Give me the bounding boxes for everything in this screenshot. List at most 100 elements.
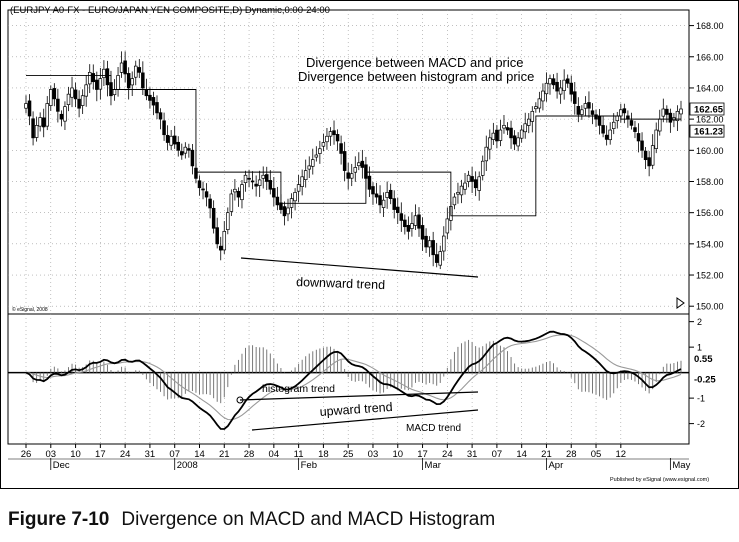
candle-body <box>654 129 658 149</box>
candle-body <box>134 65 138 78</box>
candle-body <box>148 94 152 101</box>
candle-body <box>187 148 191 151</box>
esignal-watermark: © eSignal, 2008 <box>12 306 48 313</box>
candle-body <box>141 72 145 89</box>
annotation-macd-trend: MACD trend <box>406 423 461 434</box>
candle-body <box>268 180 273 190</box>
candle-body <box>84 84 88 97</box>
month-label: Mar <box>425 460 441 471</box>
candle-body <box>52 88 57 100</box>
date-tick-label: 07 <box>169 449 180 460</box>
price-tick-label: 156.00 <box>696 208 724 218</box>
month-label: Dec <box>53 460 70 471</box>
candle-body <box>240 184 244 201</box>
candle-body <box>112 89 117 96</box>
candle-body <box>619 109 623 117</box>
candle-body <box>583 103 588 109</box>
date-tick-label: 24 <box>442 449 453 460</box>
candle-body <box>254 183 258 187</box>
candle-body <box>565 78 570 84</box>
date-tick-label: 26 <box>21 449 32 460</box>
candle-body <box>123 60 127 75</box>
candle-body <box>413 215 418 226</box>
candle-body <box>303 170 308 181</box>
candle-body <box>403 219 407 228</box>
price-tick-label: 158.00 <box>696 177 724 187</box>
candle-body <box>130 78 134 86</box>
date-axis: 26 03 10 17 24 31 07 14 21 28 04 11 18 25 03 10 17 24 31 07… <box>8 444 691 471</box>
candle-body <box>172 135 177 145</box>
candle-body <box>314 154 319 158</box>
candle-body <box>236 190 241 198</box>
price-value-box <box>689 124 725 138</box>
date-tick-label: 05 <box>591 449 602 460</box>
candle-body <box>335 134 340 142</box>
candle-body <box>49 89 53 106</box>
chart-border <box>0 0 739 489</box>
candle-body <box>342 151 347 171</box>
candle-body <box>155 102 159 114</box>
candle-body <box>95 79 99 90</box>
candle-body <box>434 254 439 263</box>
date-tick-label: 18 <box>318 449 329 460</box>
candle-body <box>512 135 517 145</box>
candle-body <box>66 93 71 106</box>
candle-body <box>519 129 524 139</box>
candle-body <box>516 137 520 147</box>
candle-body <box>63 106 67 122</box>
candle-body <box>576 105 581 115</box>
candle-body <box>233 188 237 193</box>
candle-body <box>360 160 365 168</box>
candle-body <box>640 140 644 151</box>
candle-body <box>126 73 131 89</box>
candle-body <box>452 196 457 206</box>
candle-body <box>473 179 478 189</box>
published-watermark: Published by eSignal (www.esignal.com) <box>610 477 709 483</box>
candle-body <box>119 62 124 73</box>
candle-body <box>87 72 92 85</box>
candle-body <box>675 110 680 122</box>
price-tick-label: 168.00 <box>696 21 724 31</box>
candle-body <box>537 98 542 109</box>
candle-body <box>466 174 471 182</box>
candle-body <box>215 227 219 245</box>
macd-value-label: -0.25 <box>694 375 716 386</box>
candle-body <box>523 123 527 133</box>
macd-series <box>8 330 689 430</box>
month-label: Apr <box>548 460 563 471</box>
candle-body <box>527 118 531 126</box>
price-tick-label: 160.00 <box>696 146 724 156</box>
date-tick-label: 17 <box>417 449 428 460</box>
candle-body <box>247 177 251 180</box>
candle-body <box>438 251 442 266</box>
price-value-label: 162.65 <box>694 104 724 115</box>
candle-body <box>27 100 32 117</box>
price-axis: 150.00 152.00 154.00 156.00 158.00 160.00 162.… <box>689 21 725 312</box>
macd-tick-label: 1 <box>697 343 702 353</box>
candle-body <box>417 214 421 229</box>
scroll-right-icon[interactable] <box>676 297 685 309</box>
date-tick-label: 31 <box>145 449 156 460</box>
candle-body <box>183 146 188 154</box>
candle-body <box>555 81 559 92</box>
candle-body <box>541 90 545 102</box>
symbol-line: (EURJPY A0-FX - EURO/JAPAN YEN COMPOSITE… <box>10 5 330 16</box>
candle-body <box>622 108 627 114</box>
date-tick-label: 25 <box>343 449 354 460</box>
figure-title: Divergence on MACD and MACD Histogram <box>121 509 496 530</box>
price-tick-label: 164.00 <box>696 83 724 93</box>
candle-body <box>77 98 81 109</box>
figure-label: Figure 7-10 <box>8 509 110 530</box>
candle-body <box>307 165 311 170</box>
candle-body <box>424 235 428 248</box>
candle-body <box>165 134 170 143</box>
price-tick-label: 150.00 <box>696 302 724 312</box>
candle-body <box>38 117 42 127</box>
candle-body <box>282 206 287 217</box>
candle-body <box>300 176 304 187</box>
figure-caption: Figure 7-10 Divergence on MACD and MACD H… <box>8 509 495 531</box>
candle-body <box>162 120 166 136</box>
candle-body <box>367 175 372 190</box>
candle-body <box>353 167 358 173</box>
candle-body <box>420 225 425 240</box>
